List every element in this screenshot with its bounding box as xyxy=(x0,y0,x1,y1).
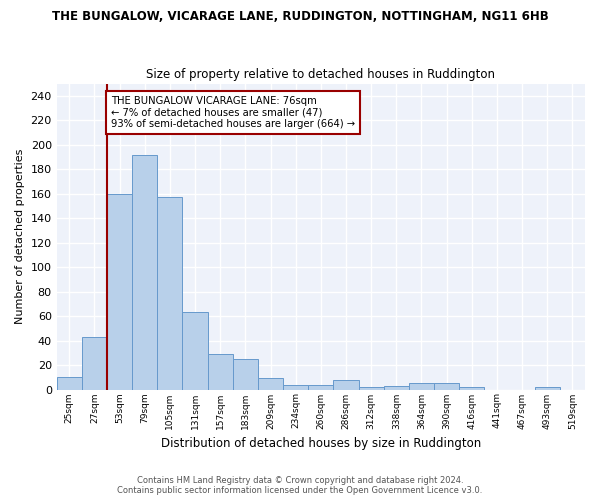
Bar xyxy=(82,337,107,390)
Bar xyxy=(233,359,258,390)
Bar xyxy=(107,194,132,390)
Title: Size of property relative to detached houses in Ruddington: Size of property relative to detached ho… xyxy=(146,68,496,81)
Bar xyxy=(308,384,334,390)
Bar xyxy=(258,378,283,390)
Text: THE BUNGALOW VICARAGE LANE: 76sqm
← 7% of detached houses are smaller (47)
93% o: THE BUNGALOW VICARAGE LANE: 76sqm ← 7% o… xyxy=(111,96,355,129)
Bar xyxy=(409,384,434,390)
Bar xyxy=(459,387,484,390)
Bar xyxy=(334,380,359,390)
Text: Contains HM Land Registry data © Crown copyright and database right 2024.
Contai: Contains HM Land Registry data © Crown c… xyxy=(118,476,482,495)
X-axis label: Distribution of detached houses by size in Ruddington: Distribution of detached houses by size … xyxy=(161,437,481,450)
Bar xyxy=(208,354,233,390)
Bar xyxy=(359,387,384,390)
Bar xyxy=(132,154,157,390)
Bar xyxy=(384,386,409,390)
Bar xyxy=(182,312,208,390)
Bar xyxy=(434,384,459,390)
Bar xyxy=(283,384,308,390)
Bar xyxy=(157,198,182,390)
Bar xyxy=(56,378,82,390)
Y-axis label: Number of detached properties: Number of detached properties xyxy=(15,149,25,324)
Bar xyxy=(535,387,560,390)
Text: THE BUNGALOW, VICARAGE LANE, RUDDINGTON, NOTTINGHAM, NG11 6HB: THE BUNGALOW, VICARAGE LANE, RUDDINGTON,… xyxy=(52,10,548,23)
